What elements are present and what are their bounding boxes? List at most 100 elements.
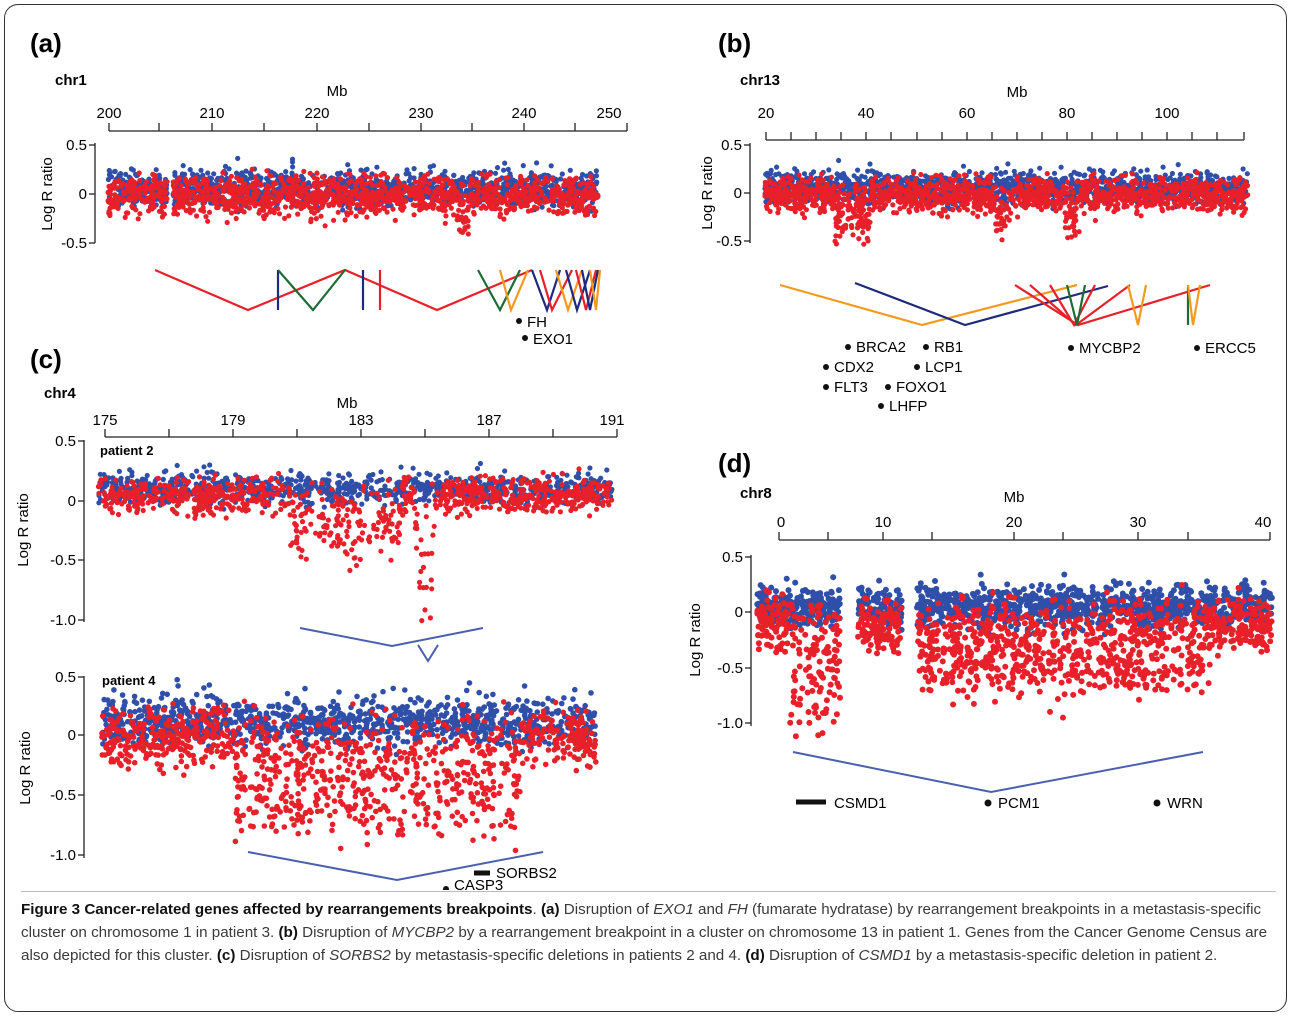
scatter-point (960, 163, 967, 169)
scatter-point (364, 166, 370, 172)
scatter-point (264, 168, 270, 174)
scatter-point (202, 186, 208, 192)
scatter-point (324, 187, 330, 193)
scatter-point (566, 178, 572, 185)
scatter-point (776, 171, 782, 177)
scatter-point (1141, 180, 1147, 186)
scatter-point (164, 179, 170, 185)
scatter-point (834, 176, 840, 182)
scatter-point (107, 187, 113, 193)
scatter-point (322, 223, 328, 229)
scatter-point (328, 201, 334, 207)
scatter-point (1076, 229, 1082, 235)
scatter-point (877, 171, 884, 177)
scatter-point (394, 200, 400, 207)
scatter-point (494, 165, 501, 171)
scatter-point (457, 192, 463, 198)
scatter-point (230, 182, 236, 188)
scatter-point (768, 171, 774, 177)
scatter-point (979, 170, 985, 176)
scatter-point (507, 198, 513, 204)
scatter-point (215, 191, 221, 197)
scatter-point (497, 211, 503, 217)
scatter-point (155, 185, 161, 191)
scatter-point (959, 187, 965, 193)
scatter-point (519, 189, 525, 195)
scatter-point (206, 209, 213, 215)
scatter-point (120, 196, 126, 203)
scatter-point (431, 202, 437, 208)
scatter-point (205, 170, 211, 176)
scatter-point (573, 205, 580, 211)
scatter-point (171, 211, 177, 217)
scatter-point (122, 214, 128, 220)
scatter-point (1071, 219, 1077, 225)
scatter-point (172, 182, 178, 188)
scatter-point (432, 190, 438, 197)
scatter-point (318, 199, 324, 205)
scatter-point (826, 167, 832, 173)
scatter-point (212, 184, 218, 190)
scatter-point (187, 194, 193, 200)
scatter-point (561, 182, 567, 188)
scatter-point (256, 201, 262, 207)
scatter-point (546, 207, 552, 213)
scatter-point (249, 166, 255, 172)
scatter-point (588, 189, 594, 195)
scatter-point (116, 194, 122, 200)
scatter-point (354, 193, 360, 200)
scatter-point (243, 168, 249, 174)
scatter-point (480, 180, 486, 186)
scatter-point (442, 220, 448, 226)
scatter-point (198, 207, 204, 213)
scatter-point (225, 206, 231, 212)
scatter-point (424, 194, 430, 200)
scatter-point (1144, 167, 1150, 173)
scatter-point (964, 183, 970, 189)
scatter-point (446, 190, 453, 196)
scatter-point (162, 196, 168, 202)
scatter-point (319, 182, 325, 188)
scatter-point (564, 208, 570, 214)
scatter-point (378, 172, 384, 178)
scatter-point (544, 198, 550, 204)
scatter-point (1234, 201, 1240, 207)
scatter-point (503, 175, 509, 181)
scatter-point (233, 215, 239, 222)
scatter-point (254, 178, 260, 184)
scatter-point (239, 207, 245, 214)
scatter-point (536, 187, 542, 193)
scatter-point (528, 186, 534, 192)
scatter-point (126, 188, 133, 194)
scatter-dots-a (105, 155, 601, 237)
scatter-point (590, 196, 596, 202)
scatter-point (559, 200, 565, 206)
scatter-point (557, 176, 564, 182)
scatter-point (221, 202, 228, 208)
scatter-point (435, 186, 441, 192)
scatter-point (392, 217, 398, 223)
scatter-point (223, 182, 229, 188)
scatter-point (282, 204, 289, 210)
scatter-point (504, 191, 510, 197)
scatter-point (125, 210, 131, 216)
scatter-point (1005, 161, 1011, 167)
scatter-point (113, 204, 119, 210)
scatter-point (1226, 175, 1232, 181)
scatter-point (312, 203, 319, 209)
scatter-point (1004, 180, 1011, 186)
scatter-point (458, 181, 464, 187)
scatter-point (246, 196, 253, 202)
scatter-point (1069, 195, 1075, 201)
scatter-point (394, 175, 400, 181)
scatter-point (142, 182, 148, 188)
scatter-point (367, 174, 373, 180)
scatter-point (1037, 165, 1043, 171)
scatter-point (187, 167, 193, 173)
scatter-point (344, 212, 350, 218)
scatter-point (426, 180, 433, 186)
scatter-point (866, 206, 872, 212)
scatter-point (451, 172, 457, 178)
scatter-point (525, 208, 532, 214)
scatter-point (172, 170, 178, 176)
